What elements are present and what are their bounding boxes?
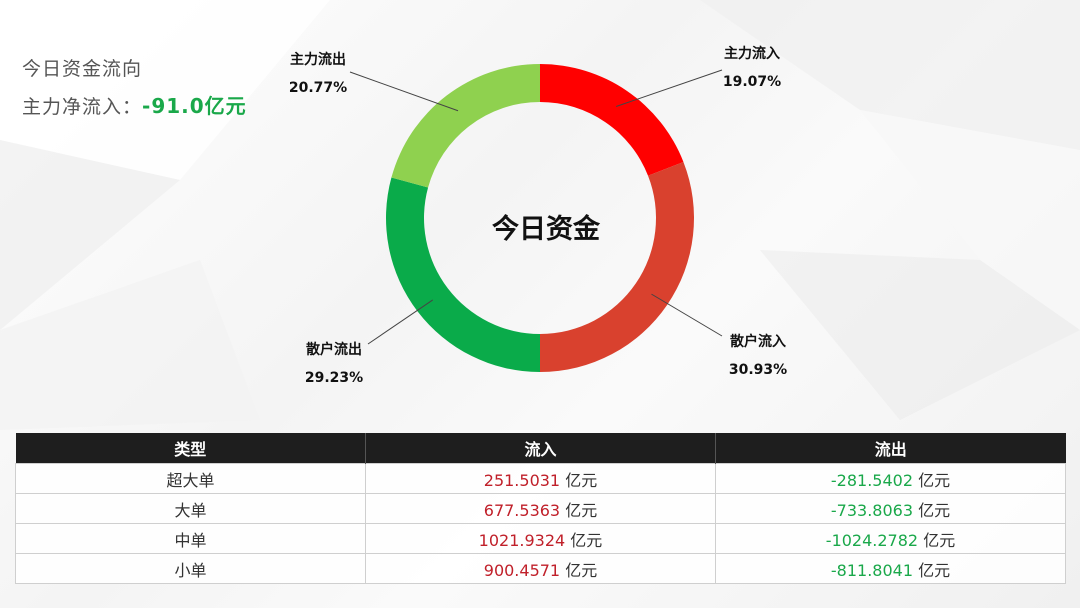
net-inflow-label: 主力净流入： [22,96,143,118]
outflow-value: -281.5402 [830,470,913,490]
flow-table: 类型 流入 流出 超大单 251.5031 亿元 -281.5402 亿元 大单… [15,433,1066,584]
table-row: 中单 1021.9324 亿元 -1024.2782 亿元 [15,523,1066,554]
slice-percent-label: 20.77% [289,80,347,96]
slice-percent-label: 19.07% [723,74,781,90]
cell-inflow: 1021.9324 亿元 [365,523,716,554]
cell-outflow: -811.8041 亿元 [715,553,1066,584]
cell-outflow: -281.5402 亿元 [715,463,1066,494]
donut-slice [540,64,684,176]
cell-outflow: -733.8063 亿元 [715,493,1066,524]
outflow-value: -811.8041 [830,560,913,580]
inflow-value: 900.4571 [483,560,561,580]
net-inflow-value: -91.0亿元 [142,94,247,118]
donut-slice [385,177,540,372]
cell-outflow: -1024.2782 亿元 [715,523,1066,554]
donut-slice [391,64,540,188]
unit-label: 亿元 [918,560,951,580]
slice-name-label: 主力流入 [724,45,780,62]
unit-label: 亿元 [565,470,598,490]
unit-label: 亿元 [570,530,603,550]
cell-type: 大单 [15,493,366,524]
unit-label: 亿元 [565,500,598,520]
table-row: 超大单 251.5031 亿元 -281.5402 亿元 [15,463,1066,494]
donut-center-title: 今日资金 [492,213,601,245]
donut-chart: 主力流入 19.07% 散户流入 30.93% 散户流出 29.23% 主力流出 20.77%… [289,45,787,386]
unit-label: 亿元 [918,500,951,520]
leader-line [615,69,723,107]
cell-inflow: 251.5031 亿元 [365,463,716,494]
slice-percent-label: 29.23% [305,370,363,386]
slice-name-label: 主力流出 [290,51,346,68]
outflow-value: -1024.2782 [825,530,919,550]
cell-type: 小单 [15,553,366,584]
leader-line [367,299,434,345]
unit-label: 亿元 [918,470,951,490]
inflow-value: 1021.9324 [478,530,566,550]
header-title: 今日资金流向 [22,58,143,80]
cell-inflow: 900.4571 亿元 [365,553,716,584]
slice-name-label: 散户流入 [730,333,786,350]
col-header-inflow: 流入 [365,433,716,464]
col-header-outflow: 流出 [715,433,1066,464]
table-header-row: 类型 流入 流出 [15,433,1066,464]
inflow-value: 251.5031 [483,470,561,490]
slice-percent-label: 30.93% [729,362,787,378]
net-inflow: 主力净流入：-91.0亿元 [22,90,247,119]
leader-line [349,71,459,112]
table-row: 大单 677.5363 亿元 -733.8063 亿元 [15,493,1066,524]
slice-name-label: 散户流出 [306,341,362,358]
leader-line [651,293,723,337]
col-header-type: 类型 [15,433,366,464]
outflow-value: -733.8063 [830,500,913,520]
table-row: 小单 900.4571 亿元 -811.8041 亿元 [15,553,1066,584]
cell-type: 超大单 [15,463,366,494]
cell-inflow: 677.5363 亿元 [365,493,716,524]
unit-label: 亿元 [565,560,598,580]
cell-type: 中单 [15,523,366,554]
inflow-value: 677.5363 [483,500,561,520]
unit-label: 亿元 [923,530,956,550]
donut-slice [540,161,694,372]
